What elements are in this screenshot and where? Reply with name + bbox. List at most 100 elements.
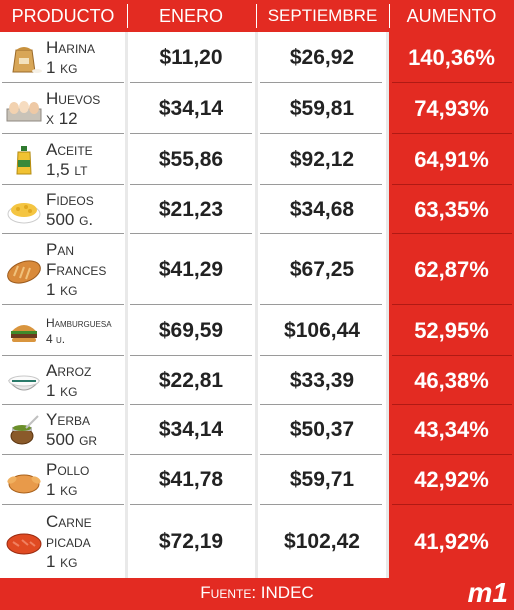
row-divider <box>130 304 252 305</box>
row-divider <box>392 454 512 455</box>
row-divider <box>2 184 124 185</box>
row-divider <box>2 454 124 455</box>
aumento-value: 62,87% <box>414 256 489 282</box>
m1-logo: m1 <box>467 577 508 608</box>
row-divider <box>392 133 512 134</box>
septiembre-value: $92,12 <box>289 147 355 171</box>
aumento-value: 46,38% <box>414 367 489 393</box>
row-divider <box>260 82 382 83</box>
septiembre-value: $59,71 <box>289 468 355 491</box>
product-name: Yerba 500 gr <box>46 410 98 449</box>
product-cell: Pan Frances 1 kg <box>0 234 126 305</box>
row-divider <box>392 184 512 185</box>
row-divider <box>130 404 252 405</box>
septiembre-value: $26,92 <box>289 45 355 69</box>
enero-value: $41,29 <box>158 257 224 281</box>
bread-icon <box>4 254 44 286</box>
row-divider <box>392 404 512 405</box>
septiembre-value: $34,68 <box>289 197 355 221</box>
aumento-value: 41,92% <box>414 528 489 554</box>
header-divider <box>389 4 390 28</box>
source-label: Fuente: INDEC <box>200 583 314 602</box>
flour-bag-icon <box>4 42 44 74</box>
enero-value: $21,23 <box>158 197 224 221</box>
egg-carton-icon <box>4 93 44 125</box>
enero-value: $11,20 <box>159 45 223 69</box>
product-name: Pollo 1 kg <box>46 460 90 499</box>
header-enero: ENERO <box>158 6 223 26</box>
header-divider <box>256 4 257 28</box>
table-header: PRODUCTO ENERO SEPTIEMBRE AUMENTO <box>0 0 514 32</box>
enero-value: $34,14 <box>158 418 224 441</box>
row-divider <box>130 355 252 356</box>
row-divider <box>2 404 124 405</box>
product-name: Harina 1 kg <box>46 37 95 77</box>
row-divider <box>392 304 512 305</box>
product-name: Aceite 1,5 lt <box>46 139 93 179</box>
column-divider <box>255 32 258 578</box>
header-septiembre: SEPTIEMBRE <box>267 6 378 25</box>
product-cell: Carne picada 1 kg <box>0 505 126 578</box>
row-divider <box>392 82 512 83</box>
product-cell: Hamburguesa 4 u. <box>0 305 126 356</box>
aumento-value: 74,93% <box>414 95 489 121</box>
product-cell: Huevos x 12 <box>0 83 126 134</box>
column-divider <box>386 32 389 578</box>
row-divider <box>260 454 382 455</box>
row-divider <box>260 133 382 134</box>
oil-bottle-icon <box>4 144 44 176</box>
product-name: Fideos 500 g. <box>46 189 94 229</box>
septiembre-value: $59,81 <box>289 96 355 120</box>
enero-value: $34,14 <box>158 96 224 120</box>
row-divider <box>2 504 124 505</box>
product-cell: Pollo 1 kg <box>0 455 126 505</box>
row-divider <box>130 184 252 185</box>
product-name: Huevos x 12 <box>46 88 101 128</box>
column-enero <box>126 32 256 578</box>
rice-bowl-icon <box>4 365 44 397</box>
septiembre-value: $33,39 <box>289 368 355 392</box>
product-name: Carne picada 1 kg <box>46 511 92 571</box>
aumento-value: 140,36% <box>408 44 495 70</box>
row-divider <box>260 404 382 405</box>
row-divider <box>130 233 252 234</box>
enero-value: $72,19 <box>158 529 224 553</box>
row-divider <box>130 133 252 134</box>
row-divider <box>260 304 382 305</box>
row-divider <box>392 233 512 234</box>
row-divider <box>130 504 252 505</box>
aumento-value: 42,92% <box>414 467 489 492</box>
row-divider <box>2 133 124 134</box>
aumento-value: 64,91% <box>414 146 489 172</box>
row-divider <box>2 304 124 305</box>
product-cell: Fideos 500 g. <box>0 185 126 234</box>
row-divider <box>392 355 512 356</box>
roast-chicken-icon <box>4 464 44 496</box>
mate-icon <box>4 414 44 446</box>
row-divider <box>130 82 252 83</box>
septiembre-value: $67,25 <box>289 257 355 281</box>
burger-icon <box>4 315 44 347</box>
column-divider <box>125 32 128 578</box>
septiembre-value: $106,44 <box>284 318 360 342</box>
aumento-value: 63,35% <box>414 196 489 222</box>
septiembre-value: $50,37 <box>289 418 355 441</box>
enero-value: $69,59 <box>158 318 224 342</box>
row-divider <box>260 504 382 505</box>
enero-value: $22,81 <box>158 368 224 392</box>
row-divider <box>2 233 124 234</box>
row-divider <box>2 82 124 83</box>
product-cell: Harina 1 kg <box>0 32 126 83</box>
row-divider <box>260 355 382 356</box>
product-name: Arroz 1 kg <box>46 360 92 400</box>
product-name: Pan Frances 1 kg <box>46 239 107 299</box>
enero-value: $55,86 <box>158 147 224 171</box>
row-divider <box>392 504 512 505</box>
header-producto: PRODUCTO <box>11 6 115 26</box>
aumento-value: 43,34% <box>414 417 489 442</box>
column-septiembre <box>256 32 389 578</box>
row-divider <box>2 355 124 356</box>
column-aumento <box>389 32 514 578</box>
row-divider <box>260 233 382 234</box>
footer: Fuente: INDEC m1 <box>0 578 514 610</box>
